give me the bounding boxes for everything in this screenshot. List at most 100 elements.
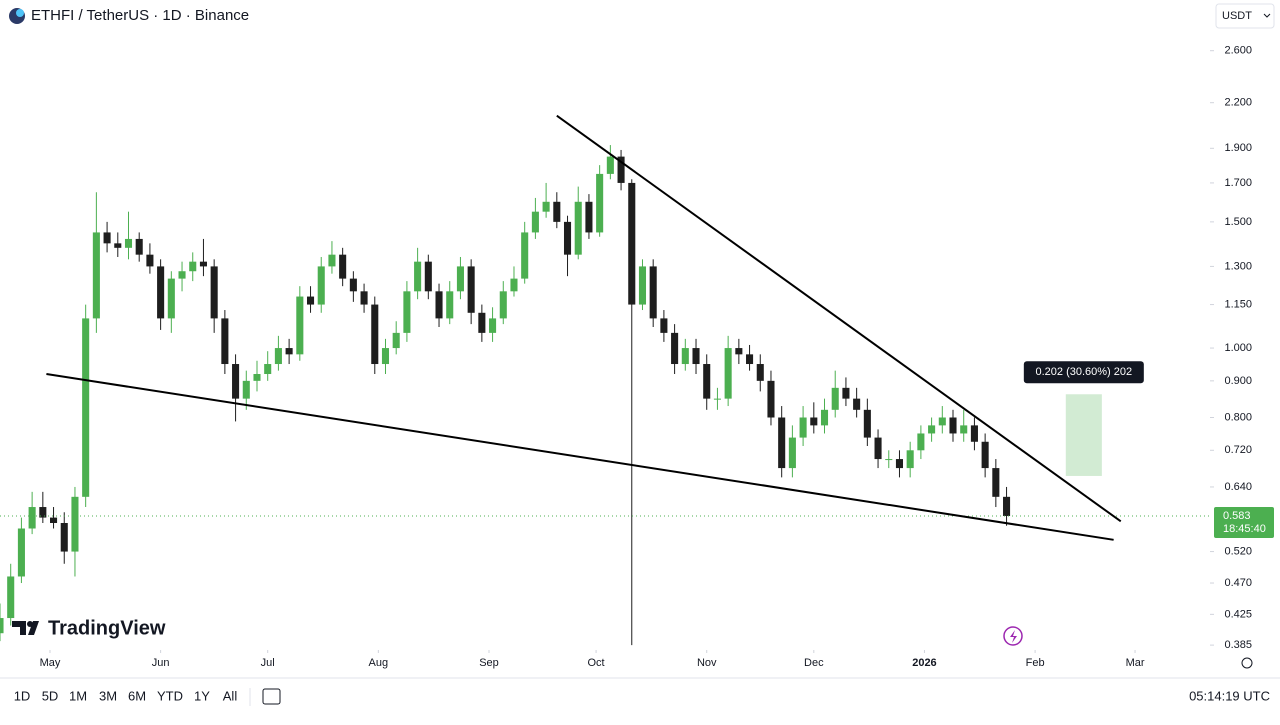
y-tick-label: 1.000 bbox=[1224, 342, 1252, 354]
brand-text: TradingView bbox=[48, 617, 166, 639]
candle-body bbox=[189, 261, 197, 272]
candle-body bbox=[1003, 496, 1011, 516]
candle-body bbox=[253, 374, 261, 381]
candle-body bbox=[274, 348, 282, 365]
candle-body bbox=[60, 522, 68, 552]
candle-body bbox=[949, 417, 957, 434]
bottom-toolbar: 1D 5D 1M 3M 6M YTD 1Y All bbox=[14, 688, 251, 706]
symbol-icon-dot bbox=[16, 9, 24, 17]
candle-body bbox=[135, 238, 143, 255]
candle-body bbox=[649, 266, 657, 319]
y-tick-label: 0.800 bbox=[1224, 411, 1252, 423]
candle-body bbox=[71, 496, 79, 552]
candle-body bbox=[981, 441, 989, 469]
range-button[interactable]: 6M bbox=[128, 688, 146, 703]
candle-body bbox=[50, 517, 58, 523]
y-tick-label: 0.385 bbox=[1224, 639, 1252, 651]
candle-body bbox=[489, 318, 497, 333]
x-tick-label: Jul bbox=[261, 657, 275, 669]
candle-body bbox=[92, 232, 100, 319]
range-button[interactable]: YTD bbox=[157, 688, 183, 703]
range-button[interactable]: 1D bbox=[14, 688, 31, 703]
candle-body bbox=[671, 332, 679, 365]
range-button[interactable]: 3M bbox=[99, 688, 117, 703]
date-range-icon[interactable] bbox=[262, 688, 281, 705]
candle-body bbox=[446, 291, 454, 319]
candle-body bbox=[221, 318, 229, 365]
candle-body bbox=[167, 278, 175, 319]
candle-body bbox=[906, 450, 914, 469]
settings-icon[interactable] bbox=[1241, 657, 1253, 669]
candle-body bbox=[178, 271, 186, 279]
candle-body bbox=[938, 417, 946, 426]
y-tick-label: 0.640 bbox=[1224, 481, 1252, 493]
y-tick-label: 1.900 bbox=[1224, 142, 1252, 154]
candle-body bbox=[746, 354, 754, 365]
logo-dot bbox=[27, 621, 33, 627]
candle-body bbox=[435, 291, 443, 319]
candle-body bbox=[778, 417, 786, 469]
candle-body bbox=[553, 201, 561, 222]
candle-body bbox=[467, 266, 475, 313]
trendline bbox=[556, 114, 1122, 523]
candle-body bbox=[339, 254, 347, 279]
candle-body bbox=[820, 409, 829, 426]
candle-body bbox=[424, 261, 432, 292]
candle-body bbox=[82, 318, 90, 497]
dropdown-caret bbox=[1263, 13, 1271, 18]
candle-body bbox=[103, 232, 111, 244]
candle-body bbox=[371, 304, 379, 365]
price-tag-countdown: 18:45:40 bbox=[1223, 523, 1266, 535]
candle-body bbox=[264, 364, 272, 375]
x-tick-label: Nov bbox=[697, 657, 717, 669]
price-tag-value: 0.583 bbox=[1223, 510, 1251, 522]
candle-body bbox=[788, 437, 796, 469]
x-tick-label: Mar bbox=[1126, 657, 1145, 669]
candle-body bbox=[306, 296, 315, 305]
candle-body bbox=[596, 173, 604, 233]
candle-body bbox=[7, 576, 15, 619]
candle-body bbox=[681, 348, 689, 365]
candle-body bbox=[960, 425, 968, 434]
y-tick-label: 0.425 bbox=[1224, 608, 1252, 620]
y-tick-label: 0.470 bbox=[1224, 577, 1252, 589]
candle-body bbox=[767, 380, 775, 418]
candle-body bbox=[349, 278, 357, 292]
x-tick-label: Aug bbox=[369, 657, 389, 669]
candle-body bbox=[199, 261, 207, 267]
candle-body bbox=[17, 528, 25, 577]
candle-body bbox=[724, 348, 732, 399]
candle-body bbox=[328, 254, 336, 267]
currency-dropdown[interactable] bbox=[1215, 3, 1275, 29]
candle-body bbox=[660, 318, 668, 333]
candle-body bbox=[146, 254, 154, 267]
candle-body bbox=[521, 232, 529, 279]
candle-body bbox=[124, 238, 133, 248]
candle-body bbox=[831, 387, 839, 410]
candle-body bbox=[510, 278, 518, 292]
candle-body bbox=[692, 348, 700, 365]
y-tick-label: 0.900 bbox=[1224, 375, 1252, 387]
candle-body bbox=[456, 266, 464, 292]
range-button[interactable]: 1M bbox=[69, 688, 87, 703]
candle-body bbox=[617, 156, 625, 183]
candle-body bbox=[114, 243, 122, 248]
candle-body bbox=[874, 437, 882, 460]
candle-body bbox=[242, 380, 250, 399]
y-tick-label: 2.200 bbox=[1224, 97, 1252, 109]
candle-body bbox=[574, 201, 582, 255]
x-tick-label: May bbox=[40, 657, 61, 669]
candle-body bbox=[381, 348, 390, 365]
candle-body bbox=[531, 211, 539, 233]
candle-body bbox=[317, 266, 325, 305]
candle-body bbox=[863, 409, 871, 438]
y-tick-label: 0.720 bbox=[1224, 444, 1252, 456]
range-button[interactable]: 5D bbox=[42, 688, 59, 703]
candle-body bbox=[703, 364, 711, 399]
candle-body bbox=[885, 459, 893, 461]
candle-body bbox=[360, 291, 368, 305]
range-button[interactable]: All bbox=[223, 688, 238, 703]
range-button[interactable]: 1Y bbox=[194, 688, 210, 703]
candle-body bbox=[403, 291, 411, 333]
